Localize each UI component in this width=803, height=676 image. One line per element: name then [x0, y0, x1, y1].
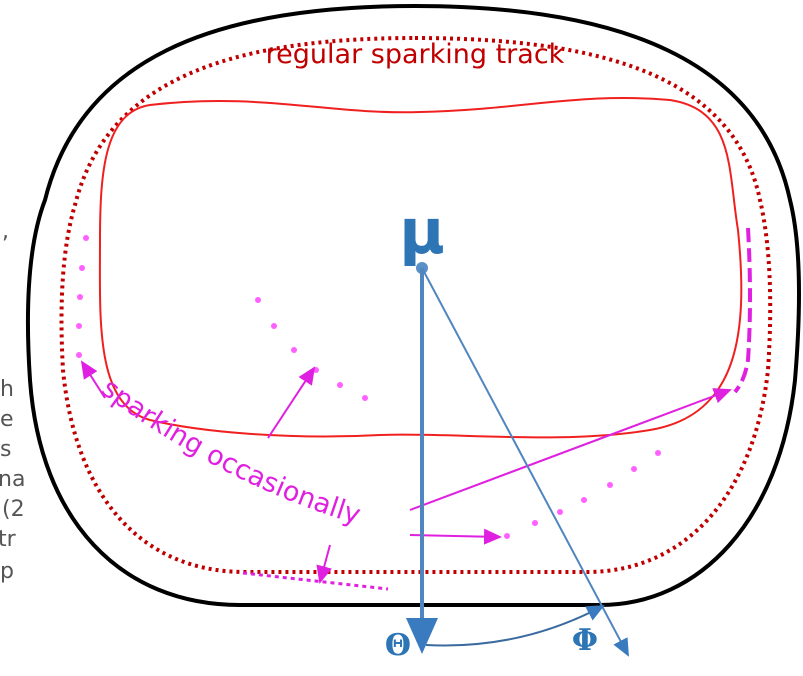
inner-region — [98, 96, 743, 439]
regular-track — [59, 35, 773, 574]
fragment: na — [0, 467, 25, 492]
angle-arrow — [425, 605, 605, 647]
spark-dashes — [733, 227, 752, 394]
mu-label: μ — [399, 195, 445, 268]
fragment: p — [0, 559, 14, 584]
sparking-label: sparking occasionally — [96, 373, 364, 531]
fragment: s — [0, 437, 11, 462]
fragment: , — [2, 219, 9, 244]
fragment: tr — [0, 527, 17, 552]
pointer-arrows — [80, 360, 732, 584]
phi-axis — [421, 267, 629, 657]
spark-bottom — [242, 571, 389, 591]
spark-dots — [76, 235, 661, 539]
fragment: '(2 — [0, 497, 25, 522]
track-label: regular sparking track — [266, 39, 565, 70]
text-fragments: , h e s na '(2 tr p — [0, 219, 25, 584]
fragment: h — [0, 377, 14, 402]
fragment: e — [0, 407, 14, 432]
phi-label: Φ — [572, 623, 598, 658]
sparking-label-path: sparking occasionally — [96, 373, 364, 531]
theta-label: Θ — [385, 628, 411, 663]
outer-boundary — [25, 3, 801, 607]
